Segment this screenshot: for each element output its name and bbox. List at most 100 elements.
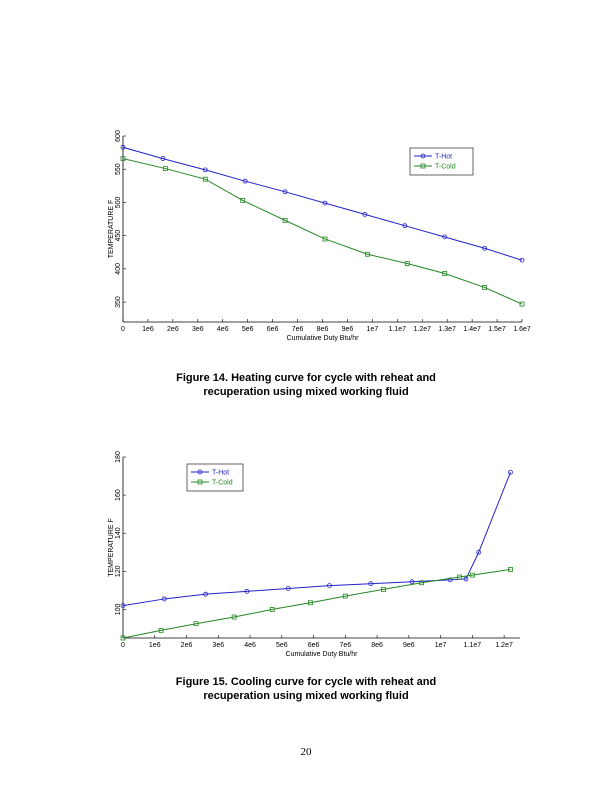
data-point: [447, 577, 453, 583]
x-tick-label: 6e6: [308, 642, 320, 649]
figure-15-caption-line-1: Figure 15. Cooling curve for cycle with …: [175, 676, 437, 688]
y-tick-label: 100: [115, 603, 122, 615]
legend-box: [186, 463, 244, 492]
data-point: [120, 144, 126, 150]
data-point: [519, 301, 525, 307]
data-point: [160, 156, 166, 161]
x-axis-label: Cumulative Duty Btu/hr: [287, 335, 360, 342]
x-tick-label: 0: [121, 326, 125, 333]
data-point: [482, 245, 487, 251]
x-tick-label: 1.1e7: [464, 642, 482, 649]
data-point: [269, 607, 275, 612]
heating-curve-chart: 0 1e6 2e6 3e6 4e6 5e6 6e6 7e6 8e6 9e6 1e7 1.1e7 1.2e…: [108, 130, 531, 342]
data-point: [419, 580, 424, 586]
data-point: [508, 469, 513, 475]
data-point: [285, 586, 291, 591]
x-tick-label: 7e6: [339, 642, 351, 649]
data-point: [202, 167, 208, 173]
y-tick-label: 160: [115, 489, 122, 501]
legend-label: T-Hot: [212, 470, 229, 477]
data-point: [442, 234, 448, 240]
x-tick-label: 1.5e7: [488, 326, 506, 333]
data-point: [158, 627, 164, 633]
data-point: [307, 600, 313, 606]
data-point: [120, 635, 126, 641]
y-axis-label: TEMPERATURE F: [108, 518, 115, 577]
x-tick-label: 1e6: [149, 642, 161, 649]
x-tick-label: 8e6: [371, 642, 383, 649]
data-point: [442, 271, 448, 276]
page-number: 20: [300, 746, 312, 758]
data-point: [519, 257, 525, 263]
data-point: [282, 217, 288, 223]
data-point: [508, 567, 513, 572]
data-point: [161, 596, 167, 602]
y-tick-label: 140: [115, 527, 122, 539]
data-point: [203, 591, 208, 597]
x-tick-label: 1e7: [435, 642, 447, 649]
x-tick-label: 9e6: [403, 642, 415, 649]
y-tick-label: 500: [115, 196, 122, 208]
y-tick-label: 180: [115, 451, 122, 463]
x-axis-label: Cumulative Duty Btu/hr: [286, 651, 359, 658]
figure-14-caption-line-2: recuperation using mixed working fluid: [203, 386, 409, 398]
figure-14-caption: Figure 14. Heating curve for cycle with …: [0, 371, 612, 399]
series-line: [122, 158, 523, 305]
x-tick-label: 4e6: [244, 642, 256, 649]
data-point: [364, 251, 370, 257]
data-point: [368, 581, 374, 587]
x-tick-label: 3e6: [192, 326, 204, 333]
data-point: [457, 574, 463, 580]
x-tick-label: 1.1e7: [389, 326, 407, 333]
data-point: [362, 211, 368, 217]
y-tick-label: 550: [115, 163, 122, 175]
x-tick-label: 1e6: [142, 326, 154, 333]
x-tick-label: 1.6e7: [513, 326, 531, 333]
x-tick-label: 1.2e7: [495, 642, 513, 649]
legend-marker: [420, 163, 426, 169]
data-point: [193, 621, 199, 627]
figure-15-caption-line-2: recuperation using mixed working fluid: [203, 690, 409, 702]
data-point: [231, 614, 237, 620]
x-tick-label: 8e6: [317, 326, 329, 333]
data-point: [120, 603, 126, 609]
x-tick-label: 1e7: [367, 326, 379, 333]
x-tick-label: 7e6: [292, 326, 304, 333]
data-point: [244, 588, 250, 594]
cooling-curve-chart: 0 1e6 2e6 3e6 4e6 5e6 6e6 7e6 8e6 9e6 1e7 1.1e7 1.2e…: [108, 451, 520, 658]
y-axis-label: TEMPERATURE F: [108, 200, 115, 259]
y-tick-label: 450: [115, 230, 122, 242]
x-tick-label: 9e6: [342, 326, 354, 333]
legend-label: T-Cold: [435, 164, 456, 171]
legend-marker: [197, 479, 203, 485]
y-tick-label: 600: [115, 130, 122, 142]
x-tick-label: 6e6: [267, 326, 279, 333]
x-tick-label: 1.4e7: [463, 326, 481, 333]
x-tick-label: 0: [121, 642, 125, 649]
x-tick-label: 2e6: [181, 642, 193, 649]
series-line: [122, 146, 523, 261]
data-point: [162, 166, 168, 171]
data-point: [381, 587, 386, 592]
legend-label: T-Hot: [435, 154, 452, 161]
series-line: [122, 472, 511, 607]
data-point: [322, 236, 328, 242]
figure-15-caption: Figure 15. Cooling curve for cycle with …: [0, 675, 612, 703]
data-point: [409, 579, 415, 585]
data-point: [240, 198, 246, 203]
data-point: [402, 223, 408, 229]
data-point: [342, 593, 348, 599]
data-point: [463, 576, 469, 582]
data-point: [469, 572, 475, 578]
legend-label: T-Cold: [212, 480, 233, 487]
data-point: [327, 583, 332, 589]
x-tick-label: 3e6: [212, 642, 224, 649]
x-tick-label: 1.3e7: [438, 326, 456, 333]
x-tick-label: 5e6: [276, 642, 288, 649]
legend-box: [409, 147, 474, 176]
data-point: [322, 200, 328, 206]
data-point: [482, 285, 487, 290]
x-tick-label: 1.2e7: [413, 326, 431, 333]
data-point: [282, 189, 288, 195]
legend-marker: [197, 469, 203, 475]
